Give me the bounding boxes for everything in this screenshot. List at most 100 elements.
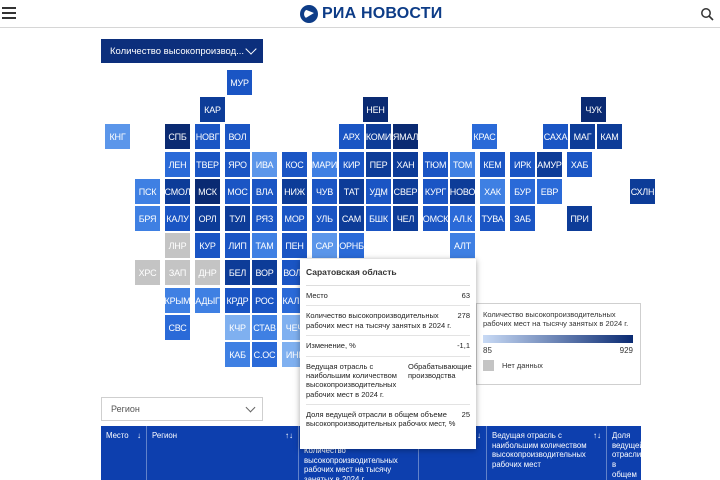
- region-tile[interactable]: НЕН: [363, 97, 388, 122]
- region-tile[interactable]: СМОЛ: [165, 179, 190, 204]
- region-tile[interactable]: ТУЛ: [225, 206, 250, 231]
- region-tile[interactable]: БРЯ: [135, 206, 160, 231]
- region-tile[interactable]: АРХ: [339, 124, 364, 149]
- region-tile[interactable]: БШК: [366, 206, 391, 231]
- region-tile[interactable]: ПЕН: [282, 233, 307, 258]
- region-tile[interactable]: КЕМ: [480, 152, 505, 177]
- region-select[interactable]: Регион: [101, 397, 263, 421]
- ria-logo[interactable]: РИА НОВОСТИ: [300, 4, 442, 24]
- region-tile[interactable]: КАМ: [597, 124, 622, 149]
- region-tile[interactable]: РОС: [252, 288, 277, 313]
- region-tile[interactable]: БЕЛ: [225, 260, 250, 285]
- region-tile[interactable]: ЛНР: [165, 233, 190, 258]
- region-tile[interactable]: СПБ: [165, 124, 190, 149]
- region-tile[interactable]: КИР: [339, 152, 364, 177]
- region-tile[interactable]: КУР: [195, 233, 220, 258]
- region-tile[interactable]: УЛЬ: [312, 206, 337, 231]
- region-tile[interactable]: МОР: [282, 206, 307, 231]
- menu-icon[interactable]: [2, 7, 16, 19]
- region-tile[interactable]: ХАК: [480, 179, 505, 204]
- region-tile[interactable]: ТУВА: [480, 206, 505, 231]
- column-header-change[interactable]: ↑↓: [419, 426, 487, 480]
- region-tile[interactable]: САМ: [339, 206, 364, 231]
- region-tile[interactable]: ЗАБ: [510, 206, 535, 231]
- region-tile[interactable]: МОС: [225, 179, 250, 204]
- region-tile[interactable]: ТАТ: [339, 179, 364, 204]
- region-tile[interactable]: КРДР: [225, 288, 250, 313]
- region-tile[interactable]: ДНР: [195, 260, 220, 285]
- region-tile[interactable]: НОВГ: [195, 124, 220, 149]
- region-tile[interactable]: КАР: [200, 97, 225, 122]
- region-tile[interactable]: ЗАП: [165, 260, 190, 285]
- region-tile[interactable]: КЧР: [225, 315, 250, 340]
- region-tile[interactable]: МАГ: [570, 124, 595, 149]
- region-tile[interactable]: ЛИП: [225, 233, 250, 258]
- region-tile[interactable]: ЯМАЛ: [393, 124, 418, 149]
- region-tile[interactable]: ЧУК: [581, 97, 606, 122]
- region-tile[interactable]: КОС: [282, 152, 307, 177]
- region-tile[interactable]: ХРС: [135, 260, 160, 285]
- region-tile[interactable]: ЛЕН: [165, 152, 190, 177]
- sort-icon: ↑↓: [593, 431, 601, 440]
- region-tile[interactable]: СХЛН: [630, 179, 655, 204]
- region-tile[interactable]: ТВЕР: [195, 152, 220, 177]
- legend-min: 85: [483, 345, 492, 355]
- ria-logo-mark: [300, 5, 318, 23]
- region-tile[interactable]: САР: [312, 233, 337, 258]
- region-tile[interactable]: ХАБ: [567, 152, 592, 177]
- indicator-select[interactable]: Количество высокопроизвод...: [101, 39, 263, 63]
- tooltip-row: Изменение, % -1,1: [306, 336, 470, 357]
- region-tile[interactable]: ХАН: [393, 152, 418, 177]
- region-tile[interactable]: АЛ.К: [450, 206, 475, 231]
- region-tile[interactable]: ТЮМ: [423, 152, 448, 177]
- region-tile[interactable]: УДМ: [366, 179, 391, 204]
- legend: Количество высокопроизводительных рабочи…: [476, 303, 641, 385]
- region-tile[interactable]: ЧЕЛ: [393, 206, 418, 231]
- region-tile[interactable]: ОМСК: [423, 206, 448, 231]
- region-tile[interactable]: ВОР: [252, 260, 277, 285]
- region-tile[interactable]: КАБ: [225, 342, 250, 367]
- region-tile[interactable]: ПРИ: [567, 206, 592, 231]
- region-tile[interactable]: ОРНБ: [339, 233, 364, 258]
- column-header-share[interactable]: Доля ведущей отрасли в общем объеме: [612, 431, 641, 480]
- region-tile[interactable]: АМУР: [537, 152, 562, 177]
- region-tile[interactable]: ЯРО: [225, 152, 250, 177]
- column-header-region[interactable]: Регион ↑↓: [147, 426, 299, 480]
- region-tile[interactable]: КАЛУ: [165, 206, 190, 231]
- region-tile[interactable]: МСК: [195, 179, 220, 204]
- region-tile[interactable]: МУР: [227, 70, 252, 95]
- region-tile[interactable]: АЛТ: [450, 233, 475, 258]
- region-tile[interactable]: ТОМ: [450, 152, 475, 177]
- region-tile[interactable]: МАРИ: [312, 152, 337, 177]
- region-tile[interactable]: КУРГ: [423, 179, 448, 204]
- region-tile[interactable]: СВЕР: [393, 179, 418, 204]
- region-tile[interactable]: КОМИ: [366, 124, 391, 149]
- region-tile[interactable]: ПСК: [135, 179, 160, 204]
- region-tile[interactable]: НИЖ: [282, 179, 307, 204]
- column-header-industry[interactable]: Ведущая отрасль с наибольшим количеством…: [487, 426, 607, 480]
- region-tile[interactable]: НОВО: [450, 179, 475, 204]
- region-tile[interactable]: САХА: [543, 124, 568, 149]
- region-tile[interactable]: ВОЛ: [225, 124, 250, 149]
- region-tile[interactable]: КНГ: [105, 124, 130, 149]
- region-tile[interactable]: КРЫМ: [165, 288, 190, 313]
- site-header: РИА НОВОСТИ: [0, 0, 720, 28]
- region-tile[interactable]: АДЫГ: [195, 288, 220, 313]
- region-tile[interactable]: ЧУВ: [312, 179, 337, 204]
- region-tile[interactable]: РЯЗ: [252, 206, 277, 231]
- region-tile[interactable]: СВС: [165, 315, 190, 340]
- region-tile[interactable]: КРАС: [472, 124, 497, 149]
- region-tile[interactable]: ЕВР: [537, 179, 562, 204]
- region-tile[interactable]: С.ОС: [252, 342, 277, 367]
- region-tile[interactable]: ТАМ: [252, 233, 277, 258]
- region-tile[interactable]: ИРК: [510, 152, 535, 177]
- region-tile[interactable]: СТАВ: [252, 315, 277, 340]
- search-icon[interactable]: [700, 7, 714, 21]
- region-tile[interactable]: ИВА: [252, 152, 277, 177]
- column-header-place[interactable]: Место ↓: [101, 426, 147, 480]
- region-tile[interactable]: БУР: [510, 179, 535, 204]
- region-tile[interactable]: ОРЛ: [195, 206, 220, 231]
- region-tile[interactable]: ПЕР: [366, 152, 391, 177]
- region-tile[interactable]: ВЛА: [252, 179, 277, 204]
- sort-icon: ↓: [137, 431, 141, 440]
